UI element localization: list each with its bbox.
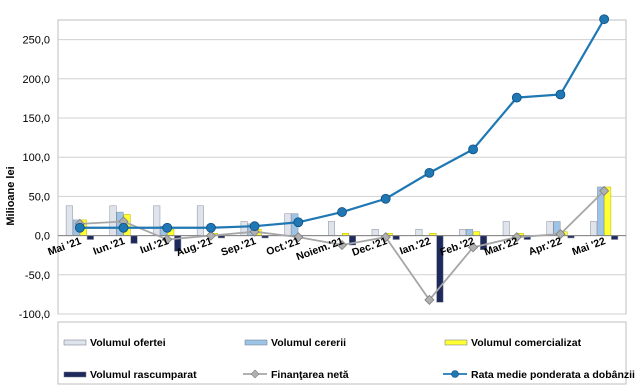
legend-label: Volumul cererii [271, 337, 346, 349]
x-tick-label: Ian.'22 [398, 235, 433, 257]
line-point [424, 294, 435, 305]
legend-box [57, 321, 627, 385]
x-tick-label: Noiem.'21 [295, 235, 345, 263]
y-axis-label: Milioane lei [5, 166, 17, 225]
y-tick-label: 50,0 [29, 191, 50, 203]
legend-item: Volumul ofertei [63, 337, 166, 349]
x-tick-labels: Mai '21 Iun.'21 Iul.'21 Aug.'21 Sep.'21 Oct.'… [46, 235, 607, 263]
legend-marker [250, 369, 260, 379]
line-point [162, 222, 173, 233]
bar [86, 235, 94, 240]
y-tick-label: 150,0 [22, 113, 50, 125]
y-tick-label: 200,0 [22, 74, 50, 86]
legend-item: Volumul comercializat [444, 337, 582, 349]
bar [196, 205, 204, 236]
bar [109, 205, 117, 236]
line-point [205, 230, 216, 241]
line-point [599, 14, 610, 25]
bar [546, 221, 554, 236]
line-point [599, 185, 610, 196]
bar [284, 213, 292, 236]
bar [130, 235, 138, 244]
plot-area-border [57, 19, 627, 315]
line-point [380, 232, 391, 243]
line-point [555, 228, 566, 240]
line-point [511, 92, 522, 103]
x-tick-label: Mai '21 [46, 235, 83, 258]
line-point [555, 89, 566, 100]
x-tick-label: Apr.'22 [527, 235, 564, 258]
line-point [293, 232, 304, 243]
x-tick-label: Iun.'21 [92, 235, 127, 258]
line-point [468, 144, 478, 155]
legend-label: Volumul ofertei [90, 337, 166, 349]
legend-label: Rata medie ponderata a dobânzii [471, 369, 635, 381]
bar [371, 229, 379, 236]
bar [590, 221, 598, 236]
y-tick-label: -100,0 [19, 309, 50, 321]
bar [392, 235, 400, 240]
line-point [293, 217, 304, 228]
x-tick-label: Dec.'21 [350, 235, 388, 259]
y-tick-labels: 250,0 200,0 150,0 100,0 50,0 0,0 -50,0 -100,0 [19, 35, 50, 321]
legend-item: Finanţarea netă [243, 369, 349, 381]
lines [74, 14, 610, 305]
bar [328, 221, 335, 236]
bar [459, 229, 467, 236]
line-point [380, 193, 391, 204]
legend: Volumul ofertei Volumul cererii Volumul co… [57, 321, 635, 385]
legend-swatch [444, 339, 468, 346]
legend-item: Volumul rascumparat [63, 369, 197, 381]
bar [473, 231, 481, 236]
legend-label: Volumul comercializat [471, 337, 582, 349]
line-point [118, 222, 129, 233]
legend-swatch [244, 339, 268, 346]
bar [65, 205, 73, 236]
line-point [511, 232, 522, 243]
line-point [336, 239, 348, 251]
line-point [424, 167, 435, 178]
bar [502, 221, 510, 236]
y-tick-label: -50,0 [25, 270, 50, 282]
bar [466, 229, 474, 236]
line-point [249, 221, 260, 232]
bar [611, 235, 619, 240]
line-point [162, 234, 173, 245]
y-tick-label: 0,0 [35, 231, 50, 243]
line-point [74, 222, 85, 233]
legend-label: Volumul rascumparat [90, 369, 197, 381]
bar [415, 229, 423, 236]
legend-item: Volumul cererii [244, 337, 346, 349]
legend-swatch [63, 339, 87, 346]
gridlines [57, 19, 627, 315]
x-tick-label: Mai '22 [571, 235, 608, 258]
legend-swatch [63, 371, 87, 378]
legend-marker [451, 370, 459, 378]
bar [153, 205, 161, 236]
line-point [337, 207, 347, 217]
y-tick-label: 100,0 [22, 152, 50, 164]
legend-item: Rata medie ponderata a dobânzii [443, 369, 635, 381]
x-tick-label: Iul.'21 [139, 235, 171, 256]
line-point [206, 222, 216, 233]
legend-label: Finanţarea netă [271, 369, 349, 381]
y-tick-label: 250,0 [22, 35, 50, 47]
x-tick-label: Mar.'22 [483, 235, 520, 258]
line-point [468, 242, 479, 253]
x-tick-label: Sep.'21 [219, 235, 257, 259]
x-tick-label: Feb.'22 [438, 235, 476, 259]
